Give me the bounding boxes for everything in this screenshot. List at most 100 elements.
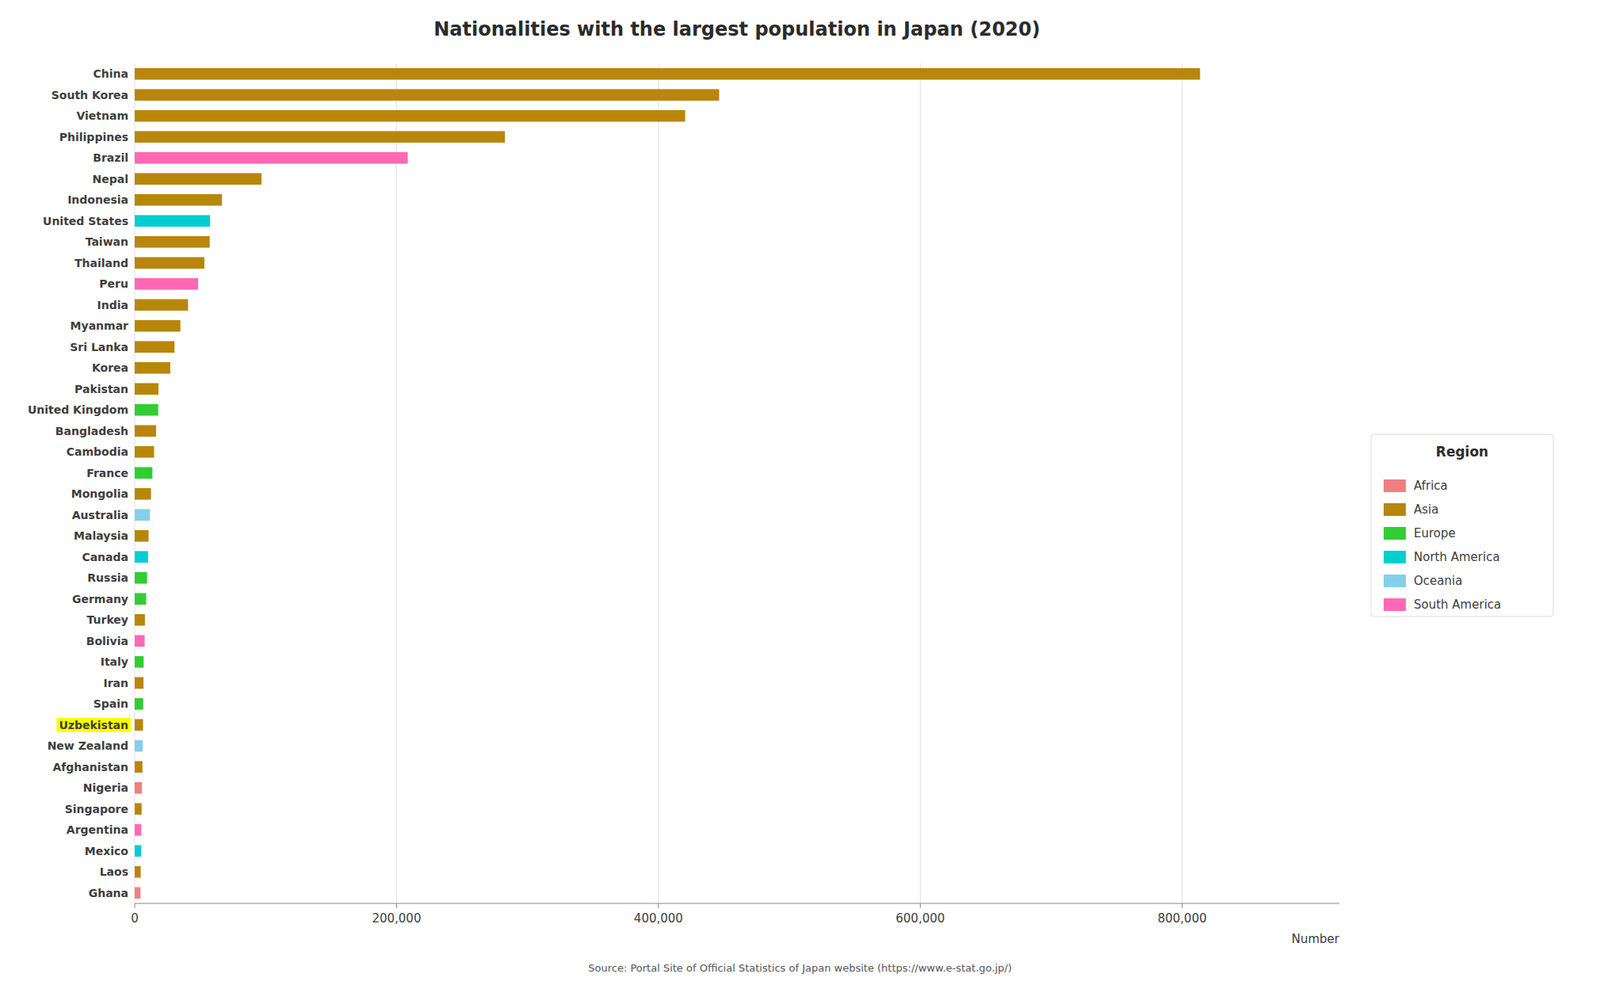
grid-line <box>920 63 921 904</box>
bar <box>134 110 686 123</box>
grid-line <box>396 63 398 904</box>
bar <box>134 446 154 459</box>
category-label: India <box>97 298 129 312</box>
category-label: Bolivia <box>86 634 129 648</box>
tick-mark <box>920 903 921 909</box>
category-label: Korea <box>91 361 129 375</box>
bar <box>134 676 144 689</box>
bar <box>134 362 171 375</box>
category-label: South Korea <box>51 88 129 102</box>
legend-swatch <box>1383 574 1406 588</box>
category-label: Ghana <box>88 886 129 900</box>
bars <box>134 68 1200 899</box>
bar <box>134 88 719 101</box>
tick-label: 200,000 <box>371 911 421 926</box>
bar <box>134 424 157 437</box>
bar <box>134 340 175 353</box>
bar <box>134 152 409 165</box>
bar <box>134 614 146 627</box>
category-label: Taiwan <box>85 235 129 249</box>
bar <box>134 68 1200 81</box>
category-label: Turkey <box>87 613 129 627</box>
label-highlight <box>56 717 131 733</box>
legend-swatch <box>1383 503 1406 516</box>
legend-label: Oceania <box>1413 573 1463 589</box>
x-axis-label: Number <box>1291 931 1341 947</box>
y-ticks: ChinaSouth KoreaVietnamPhilippinesBrazil… <box>27 67 131 900</box>
category-label: Mexico <box>84 844 130 858</box>
background <box>0 0 1600 989</box>
legend-swatch <box>1383 479 1406 493</box>
legend-title: Region <box>1435 443 1489 460</box>
grid-line <box>657 63 659 904</box>
bar <box>134 278 199 291</box>
category-label: Uzbekistan <box>58 718 129 732</box>
bar <box>134 782 142 795</box>
legend-label: Europe <box>1413 526 1456 541</box>
category-label: Indonesia <box>67 193 129 207</box>
legend: Region Africa Asia Europe North America Ocean… <box>1370 434 1554 617</box>
category-label: Thailand <box>74 256 129 270</box>
chart: Nationalities with the largest populatio… <box>0 0 1600 989</box>
title: Nationalities with the largest populatio… <box>433 18 1040 41</box>
category-label: Pakistan <box>74 382 129 396</box>
category-label: Australia <box>72 508 129 522</box>
bar <box>134 572 148 585</box>
x-axis-line <box>134 903 1340 905</box>
tick-mark <box>134 903 136 909</box>
category-label: Iran <box>103 676 129 690</box>
category-label: Malaysia <box>73 529 129 543</box>
bar <box>134 718 143 731</box>
bar <box>134 404 159 417</box>
bar <box>134 256 205 269</box>
tick-label: 0 <box>130 911 139 926</box>
category-label: Brazil <box>92 151 129 165</box>
bar <box>134 634 146 647</box>
category-label: Philippines <box>59 130 129 144</box>
category-label: Myanmar <box>70 319 130 333</box>
bar <box>134 844 142 857</box>
tick-label: 400,000 <box>633 911 684 926</box>
bar <box>134 320 181 333</box>
bar <box>134 172 262 185</box>
category-label: Nigeria <box>83 781 129 795</box>
category-label: China <box>93 67 129 81</box>
category-label: New Zealand <box>47 739 129 753</box>
category-label: Italy <box>100 655 129 669</box>
category-label: Laos <box>99 865 129 879</box>
category-label: Germany <box>72 592 129 606</box>
x-ticks: 0200,000400,000600,000800,000 <box>130 903 1207 926</box>
bar <box>134 382 159 395</box>
bar <box>134 194 222 207</box>
category-label: Argentina <box>66 823 129 837</box>
bar <box>134 214 211 227</box>
category-label: United States <box>42 214 129 228</box>
tick-mark <box>396 903 398 909</box>
bar <box>134 236 211 249</box>
category-label: United Kingdom <box>27 403 129 417</box>
annotation: Source: Portal Site of Official Statisti… <box>588 962 1012 974</box>
bar <box>134 508 150 521</box>
category-label: Mongolia <box>71 487 129 501</box>
bar <box>134 760 143 773</box>
bar <box>134 130 505 143</box>
category-label: Spain <box>93 697 129 711</box>
bar <box>134 866 142 879</box>
bar <box>134 550 149 563</box>
bar <box>134 488 152 501</box>
bar <box>134 740 143 753</box>
category-label: Bangladesh <box>55 424 129 438</box>
category-label: France <box>86 466 129 480</box>
category-label: Cambodia <box>66 445 129 459</box>
legend-swatch <box>1383 598 1406 611</box>
legend-label: South America <box>1413 597 1501 612</box>
bar <box>134 592 147 605</box>
legend-label: Africa <box>1413 478 1448 493</box>
legend-frame <box>1370 434 1554 617</box>
legend-label: Asia <box>1413 502 1439 517</box>
legend-label: North America <box>1413 549 1501 565</box>
bar <box>134 298 188 311</box>
grid-line <box>134 63 136 904</box>
bar <box>134 698 144 711</box>
bar <box>134 656 144 669</box>
